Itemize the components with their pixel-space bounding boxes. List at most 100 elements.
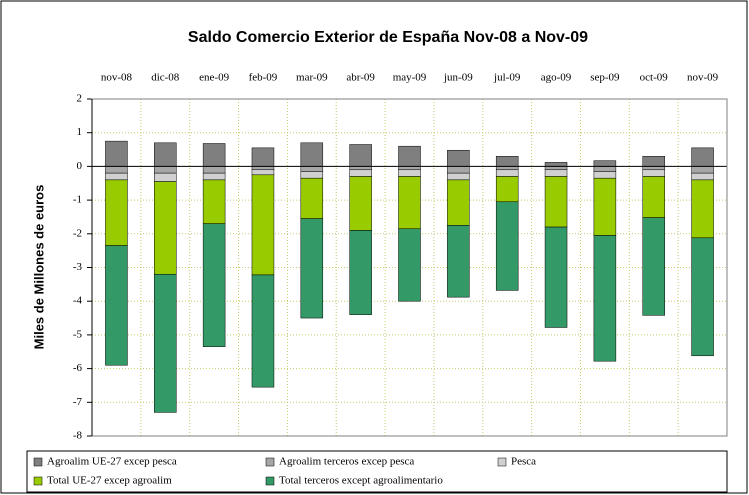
x-tick-label: ago-09 [541, 72, 572, 84]
legend-swatch [265, 476, 275, 486]
bar-segment [642, 217, 665, 316]
y-tick-label: -3 [73, 261, 83, 273]
bar-segment [154, 273, 177, 413]
legend-label: Total UE-27 excep agroalim [47, 475, 172, 487]
bar-segment [154, 172, 177, 182]
bar-segment [300, 166, 324, 172]
x-tick-label: nov-08 [101, 72, 133, 84]
bar-segment [495, 166, 519, 171]
bar-segment [398, 176, 421, 229]
bar-segment [300, 218, 324, 319]
bar-segment [495, 176, 519, 203]
bar-segment [544, 166, 568, 171]
bar-segment [593, 171, 617, 179]
x-tick-label: dic-08 [151, 72, 180, 84]
bar-segment [691, 179, 714, 239]
bar-segment [251, 147, 275, 167]
bar-segment [105, 245, 128, 366]
legend-swatch [265, 457, 275, 467]
bar-segment [300, 142, 324, 167]
bar-segment [349, 166, 372, 171]
bar-segment [398, 145, 421, 167]
bar-segment [105, 140, 128, 167]
bar-segment [251, 274, 275, 388]
bar-segment [105, 179, 128, 246]
y-tick-label: -5 [73, 328, 83, 340]
bar-segment [300, 177, 324, 219]
x-tick-label: jun-09 [443, 72, 473, 84]
bar-segment [447, 225, 470, 298]
y-tick-label: -8 [73, 430, 83, 442]
y-tick-label: -4 [73, 295, 83, 307]
bar-segment [202, 172, 226, 181]
y-axis-label: Miles de Millones de euros [31, 185, 46, 350]
x-tick-label: nov-09 [687, 72, 719, 84]
bar-segment [105, 172, 128, 181]
y-tick-label: -2 [73, 227, 82, 239]
y-tick-label: -7 [73, 396, 83, 408]
bar-segment [593, 166, 617, 172]
y-tick-label: 2 [77, 93, 83, 105]
bar-segment [691, 237, 714, 357]
bar-segment [544, 162, 568, 167]
bar-segment [154, 166, 177, 174]
bar-segment [642, 166, 665, 171]
legend-swatch [497, 457, 507, 467]
legend-box [26, 450, 728, 493]
bar-segment [349, 176, 372, 231]
bar-segment [642, 176, 665, 218]
chart-title: Saldo Comercio Exterior de España Nov-08… [188, 29, 588, 46]
legend-label: Pesca [511, 456, 536, 468]
bar-segment [398, 228, 421, 302]
bar-segment [202, 166, 226, 174]
x-tick-label: oct-09 [640, 72, 669, 84]
bar-segment [154, 181, 177, 275]
x-tick-label: may-09 [393, 72, 427, 84]
bar-segment [251, 174, 275, 276]
legend-swatch [33, 457, 43, 467]
bar-segment [447, 179, 470, 226]
bar-segment [495, 169, 519, 177]
bar-segment [642, 169, 665, 177]
bar-segment [691, 172, 714, 181]
y-tick-label: -1 [73, 194, 82, 206]
bar-segment [642, 156, 665, 167]
x-tick-label: abr-09 [346, 72, 375, 84]
y-tick-label: 1 [77, 126, 83, 138]
bar-segment [447, 172, 470, 181]
bar-segment [593, 177, 617, 236]
x-tick-label: feb-09 [249, 72, 278, 84]
x-tick-label: mar-09 [296, 72, 328, 84]
bar-segment [154, 142, 177, 167]
bar-segment [202, 223, 226, 347]
bar-segment [691, 166, 714, 174]
bar-segment [593, 235, 617, 362]
bar-segment [349, 144, 372, 167]
bar-segment [544, 176, 568, 228]
bar-segment [593, 160, 617, 167]
bar-segment [349, 230, 372, 315]
bar-segment [544, 169, 568, 177]
bar-segment [495, 201, 519, 291]
bar-segment [691, 147, 714, 167]
legend-swatch [33, 476, 43, 486]
bar-segment [398, 166, 421, 171]
y-tick-label: -6 [73, 362, 83, 374]
legend-label: Total terceros except agroalimentario [279, 475, 443, 487]
bar-segment [251, 166, 275, 171]
x-tick-label: jul-09 [493, 72, 521, 84]
bar-segment [105, 166, 128, 174]
bar-segment [202, 143, 226, 167]
bar-segment [447, 149, 470, 167]
x-tick-label: sep-09 [590, 72, 620, 84]
bar-segment [544, 226, 568, 328]
bar-segment [495, 156, 519, 167]
bar-segment [398, 169, 421, 177]
bar-segment [300, 171, 324, 179]
bar-segment [349, 169, 372, 177]
bar-segment [251, 169, 275, 176]
y-tick-label: 0 [77, 160, 83, 172]
bar-segment [202, 179, 226, 224]
x-tick-label: ene-09 [199, 72, 229, 84]
